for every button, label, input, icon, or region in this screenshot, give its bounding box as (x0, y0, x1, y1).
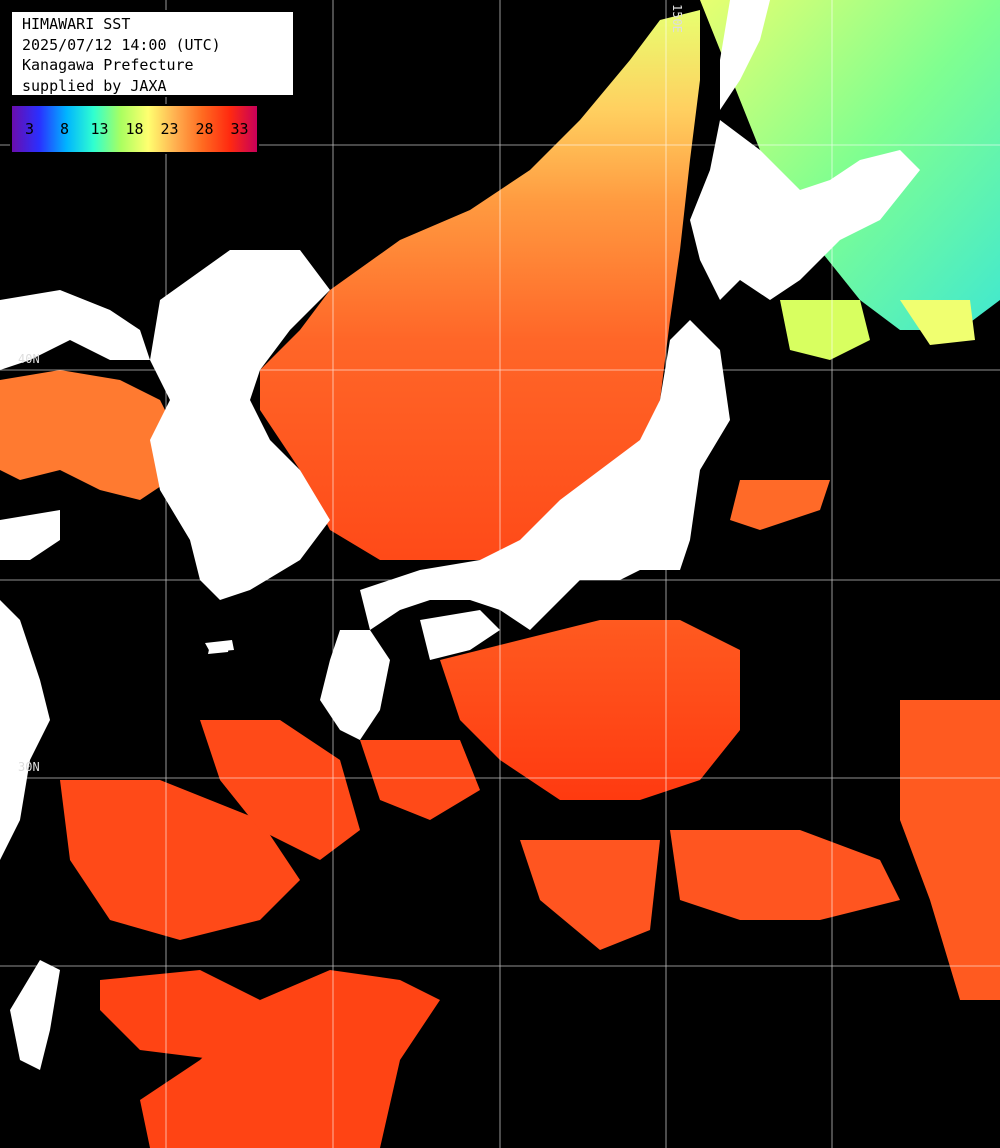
ecs-sst-1 (60, 780, 300, 940)
lat-label-30n: 30N (18, 760, 40, 774)
title-line-product: HIMAWARI SST (22, 15, 131, 33)
hokkaido-land (690, 120, 920, 300)
legend-tick: 18 (125, 120, 144, 138)
korea-land (150, 250, 330, 600)
title-line-datetime: 2025/07/12 14:00 (UTC) (22, 35, 221, 54)
ecs-sst-3 (100, 970, 260, 1060)
title-line-region: Kanagawa Prefecture (22, 56, 194, 74)
shandong-land (0, 510, 60, 560)
legend-tick: 23 (160, 120, 179, 138)
pacific-sst-3 (900, 700, 1000, 1000)
legend-tick: 28 (195, 120, 214, 138)
sea-of-japan-sst (260, 10, 700, 560)
pacific-sst-4 (670, 830, 900, 920)
north-yellow-patch (780, 300, 870, 360)
northern-sst (700, 0, 1000, 330)
sakhalin-land (720, 0, 770, 110)
pacific-sst-2 (730, 480, 830, 530)
title-line-credit: supplied by JAXA (22, 76, 167, 95)
shikoku-land (420, 610, 500, 660)
legend-tick: 33 (230, 120, 249, 138)
pacific-sst-5 (520, 840, 660, 950)
china-land-south (0, 600, 50, 860)
legend-tick: 8 (59, 120, 70, 138)
ecs-sst-2 (200, 720, 360, 860)
ecs-sst-4 (360, 740, 480, 820)
title-box: HIMAWARI SST 2025/07/12 14:00 (UTC) Kana… (10, 10, 295, 97)
south-pacific-sst (140, 970, 440, 1148)
lon-label-150e: 150E (670, 4, 684, 33)
pacific-sst-1 (440, 620, 740, 800)
honshu-land (360, 320, 730, 630)
yellow-sea-sst (0, 370, 180, 500)
color-scale-legend: 3 8 13 18 23 28 33 (10, 104, 259, 154)
legend-tick: 3 (24, 120, 35, 138)
china-land-north (0, 290, 150, 370)
jeju-land (205, 640, 234, 652)
legend-tick: 13 (90, 120, 109, 138)
north-yellow-patch-2 (900, 300, 975, 345)
lat-label-40n: 40N (18, 352, 40, 366)
kyushu-land (320, 630, 390, 740)
taiwan-land (10, 960, 60, 1070)
land (0, 0, 920, 1070)
